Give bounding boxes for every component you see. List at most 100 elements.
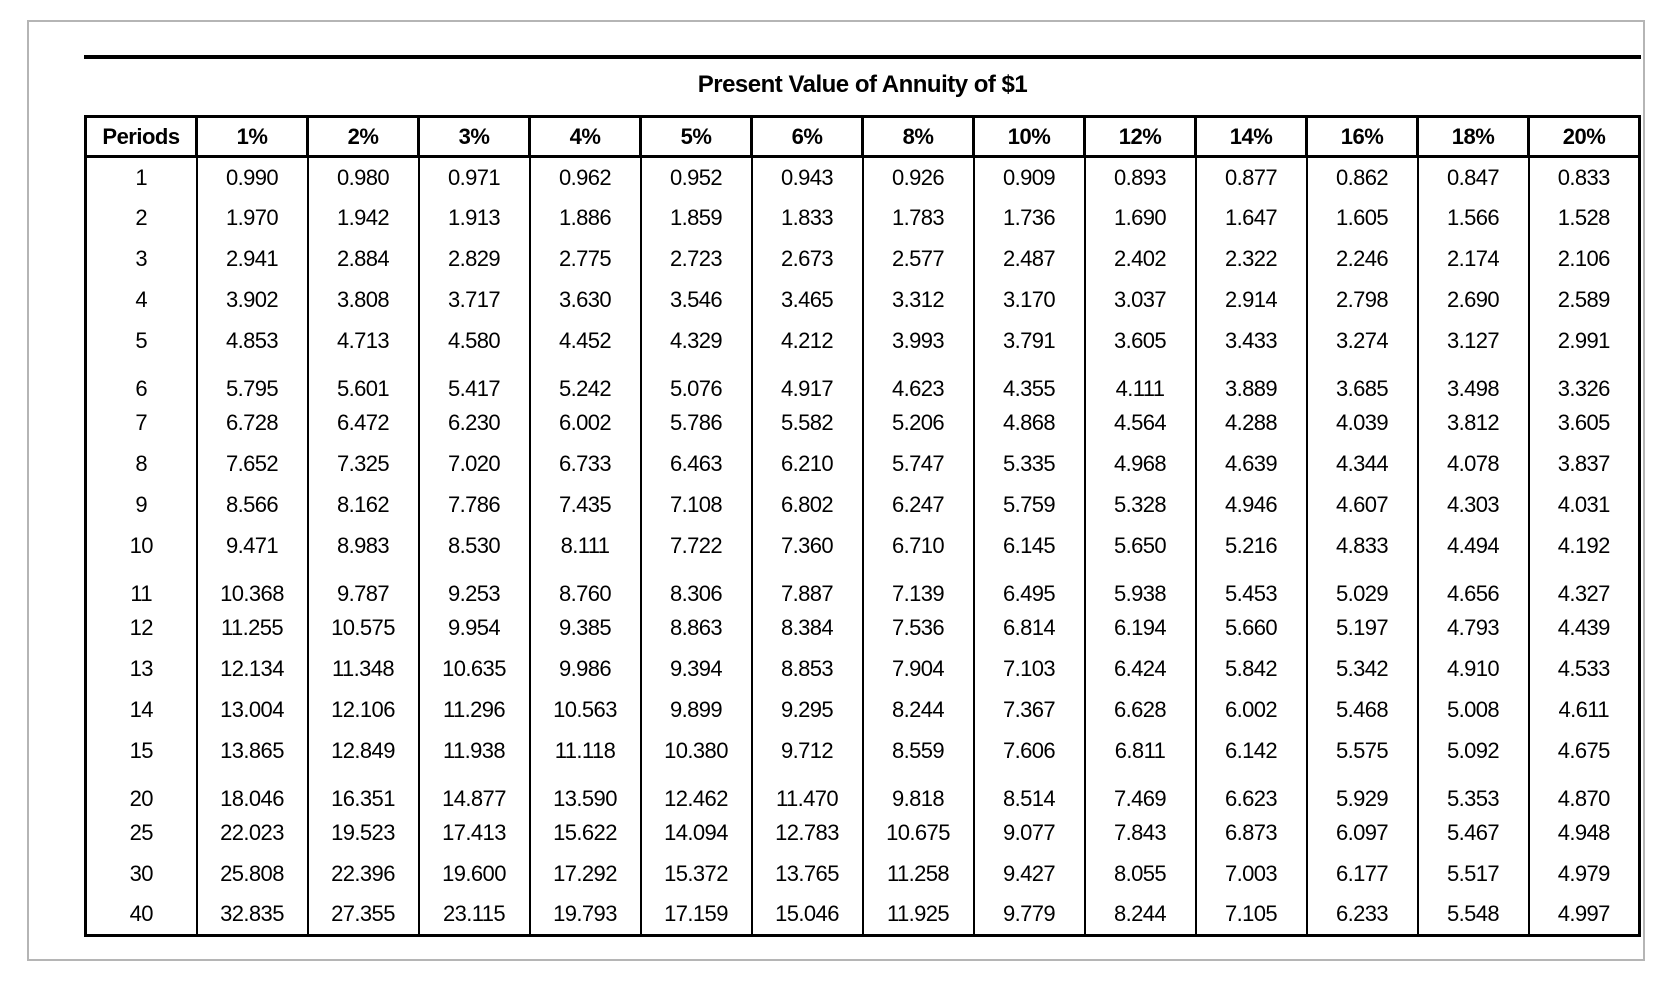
value-cell: 4.327	[1527, 566, 1641, 608]
value-cell: 32.835	[195, 894, 309, 936]
value-cell: 5.197	[1305, 607, 1419, 649]
table-row: 25 22.023 19.523 17.413 15.622 14.094 12.783 10…	[84, 812, 1641, 854]
value-cell: 9.779	[972, 894, 1086, 936]
value-cell: 4.713	[306, 320, 420, 362]
value-cell: 9.077	[972, 812, 1086, 854]
value-cell: 11.255	[195, 607, 309, 649]
value-cell: 0.833	[1527, 156, 1641, 198]
value-cell: 4.494	[1416, 525, 1530, 567]
value-cell: 9.253	[417, 566, 531, 608]
value-cell: 3.498	[1416, 361, 1530, 403]
table-body: 1 0.990 0.980 0.971 0.962 0.952 0.943 0.926 0.90…	[84, 156, 1641, 936]
header-row: Periods 1% 2% 3% 4% 5% 6% 8% 10% 12% 14% 16% 18% 20%	[84, 115, 1641, 158]
value-cell: 4.833	[1305, 525, 1419, 567]
value-cell: 8.853	[750, 648, 864, 690]
period-cell: 9	[84, 484, 198, 526]
value-cell: 19.523	[306, 812, 420, 854]
value-cell: 2.487	[972, 238, 1086, 280]
value-cell: 6.247	[861, 484, 975, 526]
value-cell: 4.607	[1305, 484, 1419, 526]
value-cell: 4.564	[1083, 402, 1197, 444]
period-cell: 20	[84, 771, 198, 813]
table-row: 9 8.566 8.162 7.786 7.435 7.108 6.802 6.247 5.75…	[84, 484, 1641, 526]
value-cell: 4.111	[1083, 361, 1197, 403]
value-cell: 4.675	[1527, 730, 1641, 772]
value-cell: 8.384	[750, 607, 864, 649]
value-cell: 12.134	[195, 648, 309, 690]
value-cell: 5.076	[639, 361, 753, 403]
value-cell: 5.353	[1416, 771, 1530, 813]
value-cell: 14.094	[639, 812, 753, 854]
value-cell: 4.344	[1305, 443, 1419, 485]
value-cell: 9.818	[861, 771, 975, 813]
value-cell: 4.656	[1416, 566, 1530, 608]
value-cell: 1.690	[1083, 197, 1197, 239]
value-cell: 9.899	[639, 689, 753, 731]
value-cell: 5.328	[1083, 484, 1197, 526]
value-cell: 4.533	[1527, 648, 1641, 690]
table-row: 6 5.795 5.601 5.417 5.242 5.076 4.917 4.623 4.35…	[84, 361, 1641, 403]
value-cell: 11.296	[417, 689, 531, 731]
value-cell: 5.468	[1305, 689, 1419, 731]
value-cell: 6.472	[306, 402, 420, 444]
value-cell: 3.630	[528, 279, 642, 321]
period-cell: 14	[84, 689, 198, 731]
value-cell: 6.424	[1083, 648, 1197, 690]
value-cell: 10.635	[417, 648, 531, 690]
value-cell: 4.452	[528, 320, 642, 362]
value-cell: 3.993	[861, 320, 975, 362]
value-cell: 2.775	[528, 238, 642, 280]
value-cell: 5.467	[1416, 812, 1530, 854]
value-cell: 3.274	[1305, 320, 1419, 362]
value-cell: 0.926	[861, 156, 975, 198]
value-cell: 5.582	[750, 402, 864, 444]
value-cell: 5.092	[1416, 730, 1530, 772]
value-cell: 5.786	[639, 402, 753, 444]
value-cell: 8.244	[861, 689, 975, 731]
table-row: 14 13.004 12.106 11.296 10.563 9.899 9.295 8.24…	[84, 689, 1641, 731]
value-cell: 3.837	[1527, 443, 1641, 485]
value-cell: 2.991	[1527, 320, 1641, 362]
value-cell: 4.870	[1527, 771, 1641, 813]
value-cell: 7.786	[417, 484, 531, 526]
value-cell: 3.685	[1305, 361, 1419, 403]
value-cell: 11.258	[861, 853, 975, 895]
value-cell: 0.952	[639, 156, 753, 198]
value-cell: 11.348	[306, 648, 420, 690]
value-cell: 2.174	[1416, 238, 1530, 280]
value-cell: 8.244	[1083, 894, 1197, 936]
value-cell: 1.783	[861, 197, 975, 239]
header-cell-rate: 4%	[528, 115, 642, 158]
value-cell: 8.111	[528, 525, 642, 567]
table-row: 12 11.255 10.575 9.954 9.385 8.863 8.384 7.536 6…	[84, 607, 1641, 649]
value-cell: 6.495	[972, 566, 1086, 608]
value-cell: 2.941	[195, 238, 309, 280]
value-cell: 5.575	[1305, 730, 1419, 772]
value-cell: 22.023	[195, 812, 309, 854]
value-cell: 1.970	[195, 197, 309, 239]
value-cell: 2.589	[1527, 279, 1641, 321]
title-divider-rule	[84, 55, 1641, 59]
value-cell: 6.623	[1194, 771, 1308, 813]
value-cell: 3.465	[750, 279, 864, 321]
page-content: Present Value of Annuity of $1 Periods 1%…	[84, 55, 1641, 937]
value-cell: 12.462	[639, 771, 753, 813]
value-cell: 7.606	[972, 730, 1086, 772]
value-cell: 6.230	[417, 402, 531, 444]
value-cell: 0.862	[1305, 156, 1419, 198]
value-cell: 0.943	[750, 156, 864, 198]
value-cell: 3.889	[1194, 361, 1308, 403]
table-row: 7 6.728 6.472 6.230 6.002 5.786 5.582 5.206 4.86…	[84, 402, 1641, 444]
table-row: 5 4.853 4.713 4.580 4.452 4.329 4.212 3.993 3.79…	[84, 320, 1641, 362]
value-cell: 2.106	[1527, 238, 1641, 280]
value-cell: 5.601	[306, 361, 420, 403]
value-cell: 5.029	[1305, 566, 1419, 608]
value-cell: 5.660	[1194, 607, 1308, 649]
value-cell: 1.942	[306, 197, 420, 239]
value-cell: 8.514	[972, 771, 1086, 813]
period-cell: 15	[84, 730, 198, 772]
value-cell: 2.690	[1416, 279, 1530, 321]
value-cell: 8.162	[306, 484, 420, 526]
value-cell: 17.159	[639, 894, 753, 936]
value-cell: 2.673	[750, 238, 864, 280]
